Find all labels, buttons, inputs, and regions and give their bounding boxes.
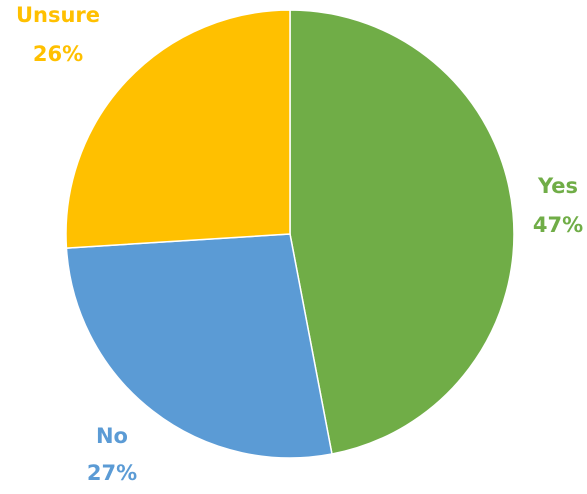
pie-slice-no	[65, 233, 333, 459]
slice-value-yes: 47%	[533, 213, 583, 237]
slice-label-yes: Yes	[537, 174, 578, 198]
pie-slice-yes	[289, 9, 515, 455]
pie-slice-unsure	[65, 9, 291, 249]
slice-value-unsure: 26%	[33, 42, 83, 66]
pie-labels: Yes 47% No 27% Unsure 26%	[16, 3, 583, 485]
slice-label-unsure: Unsure	[16, 3, 100, 27]
slice-value-no: 27%	[87, 461, 137, 485]
slice-label-no: No	[96, 424, 128, 448]
pie-slices	[65, 9, 515, 459]
